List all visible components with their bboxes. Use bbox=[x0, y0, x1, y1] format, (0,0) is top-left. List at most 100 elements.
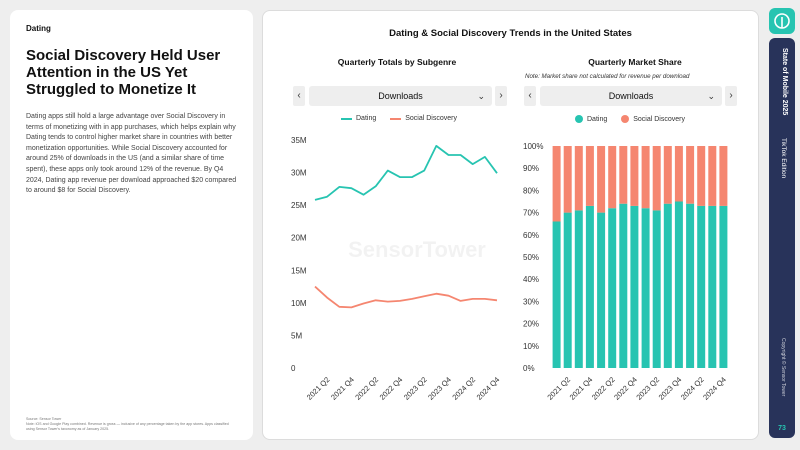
social-discovery-bar bbox=[697, 146, 706, 206]
page-number: 73 bbox=[778, 425, 786, 432]
y-tick-label: 40% bbox=[523, 275, 539, 284]
social-discovery-bar bbox=[585, 146, 594, 206]
summary-card: Dating Social Discovery Held User Attent… bbox=[10, 10, 253, 440]
report-title: State of Mobile 2025 bbox=[781, 48, 788, 116]
y-tick-label: 0% bbox=[523, 364, 535, 373]
social-discovery-bar bbox=[708, 146, 717, 206]
social-discovery-bar bbox=[663, 146, 672, 204]
totals-legend: Dating Social Discovery bbox=[341, 115, 467, 122]
section-tag: Dating bbox=[26, 24, 51, 33]
headline: Social Discovery Held User Attention in … bbox=[26, 47, 221, 98]
x-tick-label: 2024 Q2 bbox=[679, 375, 706, 402]
x-tick-label: 2023 Q4 bbox=[426, 375, 453, 402]
dating-bar bbox=[708, 205, 717, 368]
legend-label-social-discovery: Social Discovery bbox=[405, 115, 457, 122]
dating-bar bbox=[686, 203, 695, 368]
x-tick-label: 2021 Q2 bbox=[545, 375, 572, 402]
source-title: Source: Sensor Tower bbox=[26, 417, 62, 421]
dating-bar bbox=[574, 210, 583, 368]
share-legend: Dating Social Discovery bbox=[575, 115, 695, 123]
x-tick-label: 2024 Q4 bbox=[701, 375, 728, 402]
copyright: Copyright © Sensor Tower bbox=[780, 338, 786, 397]
dating-bar bbox=[585, 205, 594, 368]
y-tick-label: 70% bbox=[523, 209, 539, 218]
legend-item-social-discovery: Social Discovery bbox=[390, 115, 457, 122]
share-prev-button[interactable]: ‹ bbox=[524, 86, 536, 106]
totals-metric-dropdown[interactable]: Downloads ⌄ bbox=[309, 86, 492, 106]
legend-item-dating: Dating bbox=[575, 115, 607, 123]
dating-swatch bbox=[341, 117, 352, 120]
y-tick-label: 30M bbox=[291, 169, 307, 178]
x-tick-label: 2022 Q4 bbox=[612, 375, 639, 402]
social-discovery-bar bbox=[619, 146, 628, 204]
y-tick-label: 10% bbox=[523, 342, 539, 351]
y-tick-label: 60% bbox=[523, 231, 539, 240]
charts-canvas: SensorTower 0 5M 10M 15M 20M 25M 30M 35M 2021 Q2… bbox=[291, 136, 728, 402]
social-discovery-bar bbox=[674, 146, 683, 202]
chart-card: Dating & Social Discovery Trends in the … bbox=[262, 10, 759, 440]
legend-item-social-discovery: Social Discovery bbox=[621, 115, 685, 123]
dating-bar bbox=[674, 201, 683, 368]
social-discovery-swatch bbox=[390, 117, 402, 120]
dating-bar bbox=[641, 208, 650, 368]
x-tick-label: 2022 Q4 bbox=[378, 375, 405, 402]
dating-bar bbox=[719, 205, 728, 368]
source-block: Source: Sensor Tower Note: iOS and Googl… bbox=[26, 417, 236, 432]
y-tick-label: 80% bbox=[523, 186, 539, 195]
dating-bar bbox=[663, 203, 672, 368]
dating-bar bbox=[552, 221, 561, 368]
totals-dropdown-value: Downloads bbox=[378, 91, 423, 101]
report-edition: TikTok Edition bbox=[780, 138, 787, 179]
dating-bar bbox=[697, 205, 706, 368]
x-tick-label: 2021 Q4 bbox=[329, 375, 356, 402]
x-tick-label: 2022 Q2 bbox=[590, 375, 617, 402]
x-tick-label: 2024 Q2 bbox=[450, 375, 477, 402]
x-tick-label: 2022 Q2 bbox=[353, 375, 380, 402]
source-note: Note: iOS and Google Play combined. Reve… bbox=[26, 422, 229, 431]
share-panel-title: Quarterly Market Share bbox=[588, 57, 682, 67]
y-tick-label: 25M bbox=[291, 201, 307, 210]
share-metric-dropdown[interactable]: Downloads ⌄ bbox=[540, 86, 722, 106]
sensor-tower-logo-icon bbox=[769, 8, 795, 34]
social-discovery-bar bbox=[641, 146, 650, 209]
chevron-right-icon: › bbox=[499, 90, 503, 101]
chevron-down-icon: ⌄ bbox=[477, 91, 485, 101]
social-discovery-bar bbox=[652, 146, 661, 211]
legend-item-dating: Dating bbox=[341, 115, 376, 122]
x-tick-label: 2024 Q4 bbox=[475, 375, 502, 402]
y-tick-label: 20M bbox=[291, 234, 307, 243]
dating-bar bbox=[619, 203, 628, 368]
social-discovery-bar bbox=[608, 146, 617, 209]
dating-swatch bbox=[575, 115, 583, 123]
y-tick-label: 100% bbox=[523, 142, 543, 151]
dating-bar bbox=[597, 212, 606, 368]
chevron-left-icon: ‹ bbox=[297, 90, 301, 101]
social-discovery-bar bbox=[630, 146, 639, 206]
y-tick-label: 15M bbox=[291, 266, 307, 275]
share-next-button[interactable]: › bbox=[725, 86, 737, 106]
social-discovery-bar bbox=[552, 146, 561, 222]
y-tick-label: 10M bbox=[291, 299, 307, 308]
x-tick-label: 2023 Q2 bbox=[402, 375, 429, 402]
dating-bar bbox=[608, 208, 617, 368]
totals-next-button[interactable]: › bbox=[495, 86, 507, 106]
y-tick-label: 5M bbox=[291, 331, 302, 340]
y-tick-label: 35M bbox=[291, 136, 307, 145]
chevron-right-icon: › bbox=[729, 90, 733, 101]
totals-prev-button[interactable]: ‹ bbox=[293, 86, 305, 106]
chart-card-title: Dating & Social Discovery Trends in the … bbox=[389, 28, 632, 39]
body-paragraph: Dating apps still hold a large advantage… bbox=[26, 113, 237, 195]
chevron-down-icon: ⌄ bbox=[707, 91, 715, 101]
dating-bar bbox=[652, 210, 661, 368]
watermark: SensorTower bbox=[348, 237, 486, 262]
social-discovery-bar bbox=[563, 146, 572, 213]
y-tick-label: 50% bbox=[523, 253, 539, 262]
dating-bar bbox=[563, 212, 572, 368]
legend-label-dating: Dating bbox=[587, 115, 608, 123]
social-discovery-bar bbox=[574, 146, 583, 211]
x-tick-label: 2021 Q4 bbox=[568, 375, 595, 402]
social-discovery-swatch bbox=[621, 115, 630, 123]
right-rail: State of Mobile 2025 TikTok Edition Copy… bbox=[765, 0, 800, 450]
share-dropdown-value: Downloads bbox=[608, 91, 654, 101]
totals-panel-title: Quarterly Totals by Subgenre bbox=[337, 57, 457, 67]
